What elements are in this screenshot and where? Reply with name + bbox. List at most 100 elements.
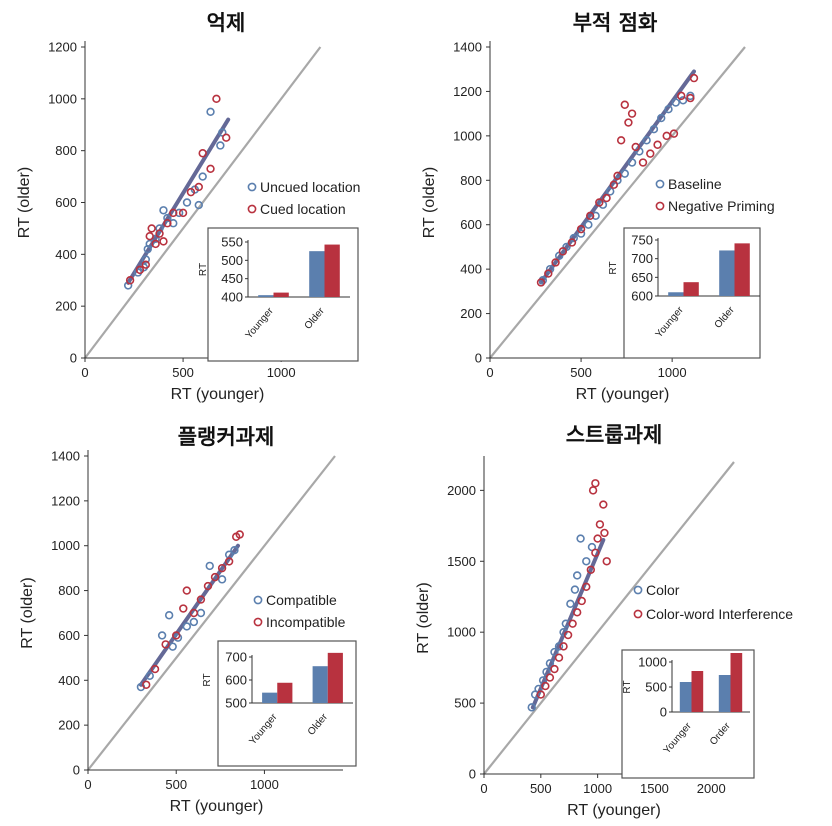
data-point [151,239,160,249]
data-point [631,142,640,152]
data-point [216,141,225,150]
data-point [576,229,586,238]
x-tick-label: 0 [480,781,487,796]
y-axis-label: RT (older) [421,167,438,238]
y-tick-label: 200 [460,306,482,321]
data-point [541,681,550,691]
data-point [145,231,154,241]
data-point [591,479,600,488]
inset-bar [679,682,692,712]
data-point [568,619,577,628]
inset-y-tick-label: 550 [221,235,243,250]
inset-bar [718,675,731,712]
legend-label: Color [646,582,680,598]
data-point [545,673,555,682]
y-tick-label: 600 [58,628,80,643]
data-point [591,548,600,557]
y-tick-label: 1400 [453,40,482,55]
x-tick-label: 500 [172,365,194,380]
inset-bar [730,653,743,712]
data-point [554,642,564,651]
inset-y-tick-label: 500 [225,696,247,711]
data-point [206,107,215,116]
data-point [551,258,560,267]
y-tick-label: 0 [469,767,476,782]
data-point [599,500,608,509]
data-point [147,224,156,233]
y-tick-label: 1400 [51,449,80,464]
inset-y-tick-label: 700 [631,251,653,266]
data-point [576,224,586,234]
data-point [125,276,135,285]
x-axis-label: RT (younger) [170,798,264,815]
data-point [649,124,659,134]
inset-y-tick-label: 700 [225,650,247,665]
identity-line [489,46,746,359]
data-point [198,172,207,181]
x-tick-label: 0 [84,777,91,792]
legend-marker [247,182,257,192]
data-point [550,664,559,674]
inset-y-tick-label: 400 [221,290,243,305]
x-axis-label: RT (younger) [576,386,670,403]
data-point [678,96,688,105]
legend-marker [247,204,257,214]
data-point [143,244,152,254]
inset-bar [258,295,274,297]
data-point [186,187,196,197]
data-point [554,653,564,662]
x-axis-label: RT (younger) [567,802,661,819]
y-tick-label: 400 [460,262,482,277]
data-point [576,534,585,543]
x-tick-label: 1000 [658,365,687,380]
legend-label: Uncued location [260,179,360,195]
y-tick-label: 800 [460,173,482,188]
data-point [664,104,673,114]
y-tick-label: 1000 [453,128,482,143]
y-axis-label: RT (older) [16,167,33,238]
scatter-panel: 스트룹과제 0 500 1000 1500 2000 0 500 1000 1500 2000 RT … [415,423,793,819]
data-point [169,219,178,228]
data-point [205,561,214,571]
y-tick-label: 200 [58,718,80,733]
y-tick-label: 1200 [51,493,80,508]
data-point [182,586,192,595]
data-point [174,208,184,218]
data-point [550,647,559,657]
legend-label: Color-word Interference [646,606,793,622]
data-point [544,269,553,278]
data-point [230,545,239,555]
data-point [669,129,679,138]
inset-bar [691,671,704,712]
inset-y-tick-label: 450 [221,271,243,286]
data-point [159,237,168,246]
y-tick-label: 2000 [447,483,476,498]
x-tick-label: 0 [486,365,493,380]
data-point [194,182,203,192]
data-point [613,171,622,181]
data-point [585,211,595,221]
data-point [620,100,629,109]
data-point [198,149,207,158]
data-point [545,659,555,668]
inset-y-tick-label: 500 [645,680,667,695]
y-tick-label: 1000 [51,538,80,553]
inset-bar [262,692,278,703]
data-point [572,608,582,617]
legend-marker [253,617,263,627]
inset-bar [734,243,750,296]
data-point [141,255,151,264]
data-point [662,131,671,141]
data-point [145,239,154,249]
data-point [123,281,133,290]
x-tick-label: 500 [570,365,592,380]
identity-line [84,46,322,359]
data-point [536,278,546,287]
data-point [570,585,580,594]
data-point [582,582,591,591]
fit-line [138,543,240,687]
scatter-panel: 부적 점화 0 200 400 600 800 1000 1200 1400 0 500 1000 RT… [421,11,775,403]
x-tick-label: 1000 [250,777,279,792]
data-point [609,180,619,189]
